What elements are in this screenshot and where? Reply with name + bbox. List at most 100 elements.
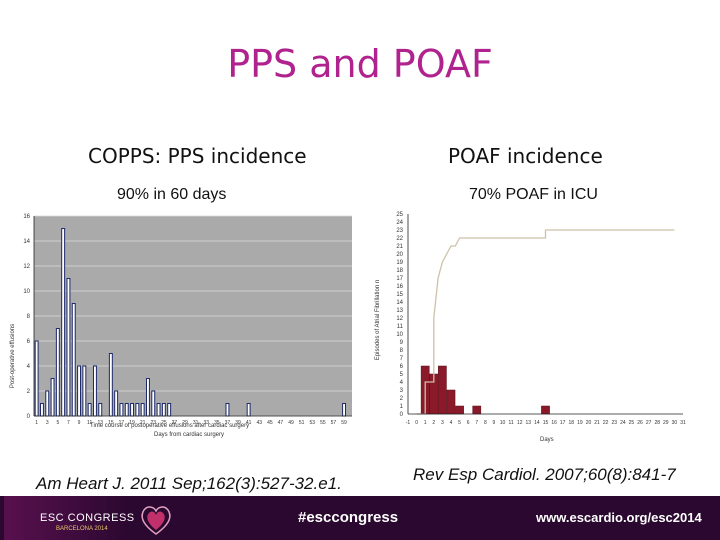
x-tick-label: 25 (629, 420, 635, 426)
x-tick-label: 12 (517, 420, 523, 426)
right-heading: POAF incidence (448, 144, 603, 168)
x-tick-label: 31 (193, 420, 199, 426)
x-tick-label: 9 (78, 420, 81, 426)
x-tick-label: 14 (534, 420, 540, 426)
x-tick-label: 7 (475, 420, 478, 426)
x-tick-label: 35 (214, 420, 220, 426)
x-tick-label: 23 (611, 420, 617, 426)
x-axis-label: Days from cardiac surgery (154, 432, 224, 438)
x-tick-label: 21 (140, 420, 146, 426)
x-tick-label: 8 (484, 420, 487, 426)
right-note: 70% POAF in ICU (469, 186, 598, 203)
bar (61, 228, 66, 417)
x-tick-label: 7 (67, 420, 70, 426)
y-tick-label: 23 (396, 228, 403, 234)
y-tick-label: 17 (396, 276, 403, 282)
af-bar (541, 405, 550, 415)
y-tick-label: 0 (27, 414, 31, 420)
y-tick-label: 25 (396, 212, 403, 218)
hashtag: #esccongress (298, 509, 399, 526)
y-tick-label: 16 (396, 284, 403, 290)
y-tick-label: 4 (400, 380, 404, 386)
x-tick-label: 11 (87, 420, 92, 426)
x-tick-label: 53 (309, 420, 315, 426)
y-tick-label: 15 (396, 292, 403, 298)
y-tick-label: 19 (396, 260, 403, 266)
x-tick-label: 17 (560, 420, 566, 426)
bar (39, 403, 44, 417)
bar (167, 403, 172, 417)
bar (342, 403, 347, 417)
af-bar (446, 389, 456, 415)
heart-logo-icon (141, 506, 171, 535)
bar (108, 353, 113, 417)
y-tick-label: 24 (396, 220, 403, 226)
y-tick-label: 14 (23, 239, 30, 245)
y-tick-label: 5 (400, 372, 404, 378)
y-tick-label: 14 (396, 300, 403, 306)
x-tick-label: 27 (646, 420, 652, 426)
y-tick-label: 4 (27, 364, 31, 370)
x-tick-label: 49 (288, 420, 294, 426)
x-tick-label: 28 (654, 420, 660, 426)
x-tick-label: 37 (225, 420, 231, 426)
x-tick-label: 29 (663, 420, 669, 426)
x-tick-label: 2 (432, 420, 435, 426)
x-tick-label: 25 (161, 420, 167, 426)
bar (34, 340, 39, 417)
x-tick-label: 0 (415, 420, 418, 426)
bar (161, 403, 166, 417)
x-tick-label: 10 (500, 420, 506, 426)
left-heading: COPPS: PPS incidence (88, 144, 307, 168)
x-tick-label: 27 (172, 420, 178, 426)
x-tick-label: 5 (458, 420, 461, 426)
y-tick-label: 6 (400, 364, 404, 370)
chart-caption: Time course of postoperative effusions a… (90, 423, 249, 429)
x-tick-label: 20 (586, 420, 592, 426)
bar (55, 328, 60, 417)
y-tick-label: 13 (396, 308, 403, 314)
x-tick-label: 15 (543, 420, 549, 426)
bar (124, 403, 129, 417)
left-citation: Am Heart J. 2011 Sep;162(3):527-32.e1. (36, 474, 342, 493)
y-tick-label: 20 (396, 252, 403, 258)
x-tick-label: 15 (108, 420, 114, 426)
x-tick-label: 47 (278, 420, 284, 426)
bar (140, 403, 145, 417)
x-tick-label: 13 (526, 420, 532, 426)
poaf-incidence-chart: Episodes of Atrial Fibrillation n Days 0… (375, 212, 686, 443)
y-tick-label: 18 (396, 268, 403, 274)
y-tick-label: 7 (400, 356, 404, 362)
y-tick-label: 2 (400, 396, 404, 402)
x-tick-label: 5 (56, 420, 59, 426)
y-tick-label: 8 (27, 314, 31, 320)
footer-url[interactable]: www.escardio.org/esc2014 (536, 510, 702, 525)
y-tick-label: 8 (400, 348, 404, 354)
x-tick-label: 22 (603, 420, 609, 426)
x-tick-label: 26 (637, 420, 643, 426)
af-bar (455, 405, 464, 415)
bar (92, 365, 97, 417)
y-tick-label: 10 (396, 332, 403, 338)
y-axis-label: Episodes of Atrial Fibrillation n (375, 280, 381, 360)
pps-incidence-chart: Post-operative effusions Time course of … (10, 214, 352, 438)
af-bar (472, 405, 482, 415)
x-tick-label: 1 (424, 420, 427, 426)
x-tick-label: 13 (97, 420, 103, 426)
x-tick-label: 3 (441, 420, 444, 426)
y-tick-label: 9 (400, 340, 404, 346)
bar (225, 403, 230, 417)
bar (130, 403, 135, 417)
right-citation: Rev Esp Cardiol. 2007;60(8):841-7 (413, 465, 676, 484)
bar (71, 303, 76, 417)
x-tick-label: 18 (569, 420, 575, 426)
x-tick-label: 4 (450, 420, 453, 426)
y-tick-label: 6 (27, 339, 31, 345)
x-tick-label: 59 (341, 420, 347, 426)
x-tick-label: 33 (203, 420, 209, 426)
bar (145, 378, 150, 417)
x-tick-label: 57 (331, 420, 337, 426)
x-tick-label: 41 (246, 420, 252, 426)
x-tick-label: 6 (467, 420, 470, 426)
x-tick-label: 9 (493, 420, 496, 426)
